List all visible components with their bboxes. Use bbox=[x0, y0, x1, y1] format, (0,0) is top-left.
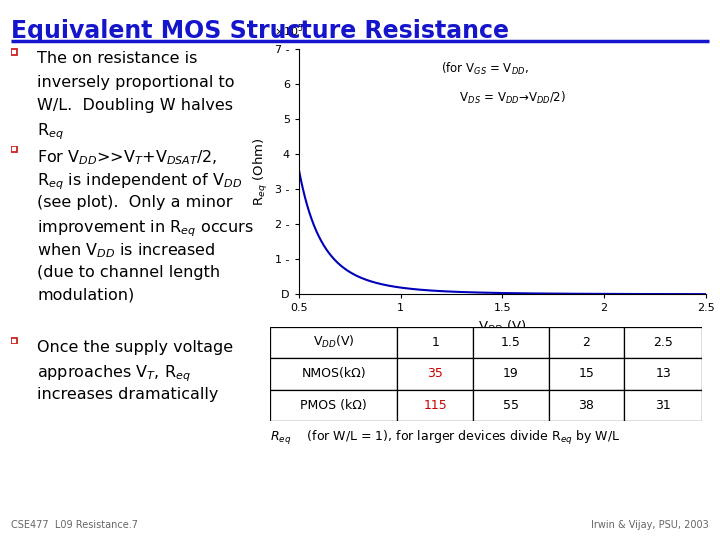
Bar bbox=[397, 327, 473, 358]
Bar bbox=[397, 390, 473, 421]
Text: 1.5: 1.5 bbox=[501, 336, 521, 349]
Text: increases dramatically: increases dramatically bbox=[37, 387, 219, 402]
Text: (due to channel length: (due to channel length bbox=[37, 265, 220, 280]
Bar bbox=[270, 358, 397, 390]
Bar bbox=[473, 327, 549, 358]
Text: 2.5: 2.5 bbox=[653, 336, 673, 349]
Bar bbox=[624, 327, 702, 358]
Text: inversely proportional to: inversely proportional to bbox=[37, 75, 235, 90]
Text: 38: 38 bbox=[578, 399, 595, 412]
Text: when V$_{DD}$ is increased: when V$_{DD}$ is increased bbox=[37, 241, 216, 260]
Text: $\times$10$^5$: $\times$10$^5$ bbox=[274, 22, 305, 39]
Text: V$_{DS}$ = V$_{DD}$→V$_{DD}$/2): V$_{DS}$ = V$_{DD}$→V$_{DD}$/2) bbox=[441, 90, 566, 106]
Text: 13: 13 bbox=[655, 367, 671, 381]
Text: R$_{eq}$: R$_{eq}$ bbox=[270, 429, 292, 446]
Bar bbox=[549, 390, 624, 421]
Text: 19: 19 bbox=[503, 367, 518, 381]
Text: modulation): modulation) bbox=[37, 288, 135, 303]
Bar bbox=[270, 327, 397, 358]
Text: 115: 115 bbox=[423, 399, 447, 412]
Bar bbox=[624, 390, 702, 421]
Text: improvement in R$_{eq}$ occurs: improvement in R$_{eq}$ occurs bbox=[37, 218, 254, 239]
Bar bbox=[624, 358, 702, 390]
Text: V$_{DD}$(V): V$_{DD}$(V) bbox=[313, 334, 354, 350]
X-axis label: V$_{DD}$ (V): V$_{DD}$ (V) bbox=[478, 319, 526, 335]
Text: Equivalent MOS Structure Resistance: Equivalent MOS Structure Resistance bbox=[11, 19, 509, 43]
Text: Irwin & Vijay, PSU, 2003: Irwin & Vijay, PSU, 2003 bbox=[591, 520, 709, 530]
Text: R$_{eq}$ is independent of V$_{DD}$: R$_{eq}$ is independent of V$_{DD}$ bbox=[37, 172, 243, 192]
Bar bbox=[549, 358, 624, 390]
Text: PMOS (kΩ): PMOS (kΩ) bbox=[300, 399, 367, 412]
Text: Once the supply voltage: Once the supply voltage bbox=[37, 340, 233, 355]
Bar bbox=[270, 390, 397, 421]
Text: The on resistance is: The on resistance is bbox=[37, 51, 198, 66]
Text: NMOS(kΩ): NMOS(kΩ) bbox=[302, 367, 366, 381]
Text: For V$_{DD}$>>V$_T$+V$_{DSAT}$/2,: For V$_{DD}$>>V$_T$+V$_{DSAT}$/2, bbox=[37, 148, 217, 167]
Text: R$_{eq}$: R$_{eq}$ bbox=[37, 121, 64, 141]
Bar bbox=[473, 358, 549, 390]
Text: 1: 1 bbox=[431, 336, 439, 349]
Text: (for V$_{GS}$ = V$_{DD}$,: (for V$_{GS}$ = V$_{DD}$, bbox=[441, 61, 529, 77]
Bar bbox=[397, 358, 473, 390]
Text: 15: 15 bbox=[578, 367, 595, 381]
Text: 31: 31 bbox=[655, 399, 671, 412]
Y-axis label: R$_{eq}$ (Ohm): R$_{eq}$ (Ohm) bbox=[251, 137, 269, 206]
Text: 2: 2 bbox=[582, 336, 590, 349]
Bar bbox=[473, 390, 549, 421]
Text: CSE477  L09 Resistance.7: CSE477 L09 Resistance.7 bbox=[11, 520, 138, 530]
Bar bbox=[549, 327, 624, 358]
Text: (for W/L = 1), for larger devices divide R$_{eq}$ by W/L: (for W/L = 1), for larger devices divide… bbox=[299, 429, 620, 447]
Text: approaches V$_T$, R$_{eq}$: approaches V$_T$, R$_{eq}$ bbox=[37, 363, 192, 384]
Text: W/L.  Doubling W halves: W/L. Doubling W halves bbox=[37, 98, 233, 113]
Text: 55: 55 bbox=[503, 399, 519, 412]
Text: (see plot).  Only a minor: (see plot). Only a minor bbox=[37, 195, 233, 210]
Text: 35: 35 bbox=[427, 367, 444, 381]
